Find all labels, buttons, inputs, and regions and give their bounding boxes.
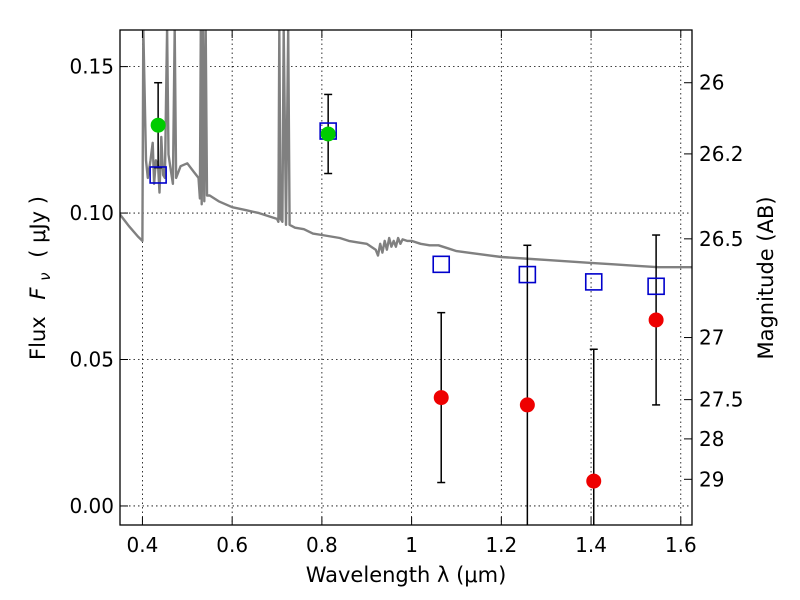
plot-frame	[119, 29, 693, 526]
data-point-marker	[648, 312, 664, 328]
model-square-marker	[149, 166, 167, 184]
data-point-marker	[433, 390, 449, 406]
y-axis-label-right: Magnitude (AB)	[754, 196, 778, 359]
right-tick-label: 28	[699, 427, 724, 451]
right-tick-label: 29	[699, 467, 724, 491]
right-tick-label: 26.5	[699, 227, 744, 251]
right-tick-label: 27.5	[699, 388, 744, 412]
y-label-units: ( μJy )	[26, 196, 50, 258]
right-tick-label: 26	[699, 71, 724, 95]
y-tick-label: 0.15	[69, 55, 114, 79]
model-square-marker	[432, 255, 451, 274]
data-point-marker	[586, 473, 602, 489]
x-tick-label: 1.6	[665, 533, 697, 557]
model-square-marker	[584, 273, 603, 291]
svg-text:Flux F ν ( μ: Flux F ν ( μJy )	[26, 196, 55, 360]
right-tick-label: 27	[699, 326, 724, 350]
model-sed-line	[120, 30, 692, 269]
y-label-symbol: F	[26, 287, 50, 300]
x-tick-label: 0.6	[216, 533, 248, 557]
x-tick-label: 1.4	[575, 533, 607, 557]
x-tick-label: 1.2	[485, 533, 517, 557]
data-point-marker	[150, 117, 166, 133]
data-point-marker	[519, 397, 535, 413]
y-tick-label: 0.05	[69, 348, 114, 372]
right-tick-label: 26.2	[699, 142, 744, 166]
model-square-marker	[647, 277, 665, 296]
model-sed-layer	[120, 30, 692, 269]
y-label-text: Flux	[26, 316, 50, 360]
plot-area	[120, 30, 692, 525]
x-axis-label: Wavelength λ (μm)	[306, 563, 507, 587]
y-tick-label: 0.00	[69, 494, 114, 518]
y-axis-label-left: Flux F ν ( μJy )	[26, 196, 55, 360]
y-label-subscript: ν	[36, 272, 54, 280]
x-tick-label: 1	[405, 533, 418, 557]
x-tick-label: 0.8	[306, 533, 338, 557]
markers-layer	[149, 117, 665, 489]
x-tick-label: 0.4	[127, 533, 159, 557]
ticks-layer: 0.4 0.6 0.8 1 1.2 1.4 1.6 0.00 0.05 0.10 0.15 26 26.…	[69, 30, 744, 557]
data-point-marker	[320, 126, 336, 142]
model-square-marker	[518, 265, 537, 284]
y-tick-label: 0.10	[69, 201, 114, 225]
